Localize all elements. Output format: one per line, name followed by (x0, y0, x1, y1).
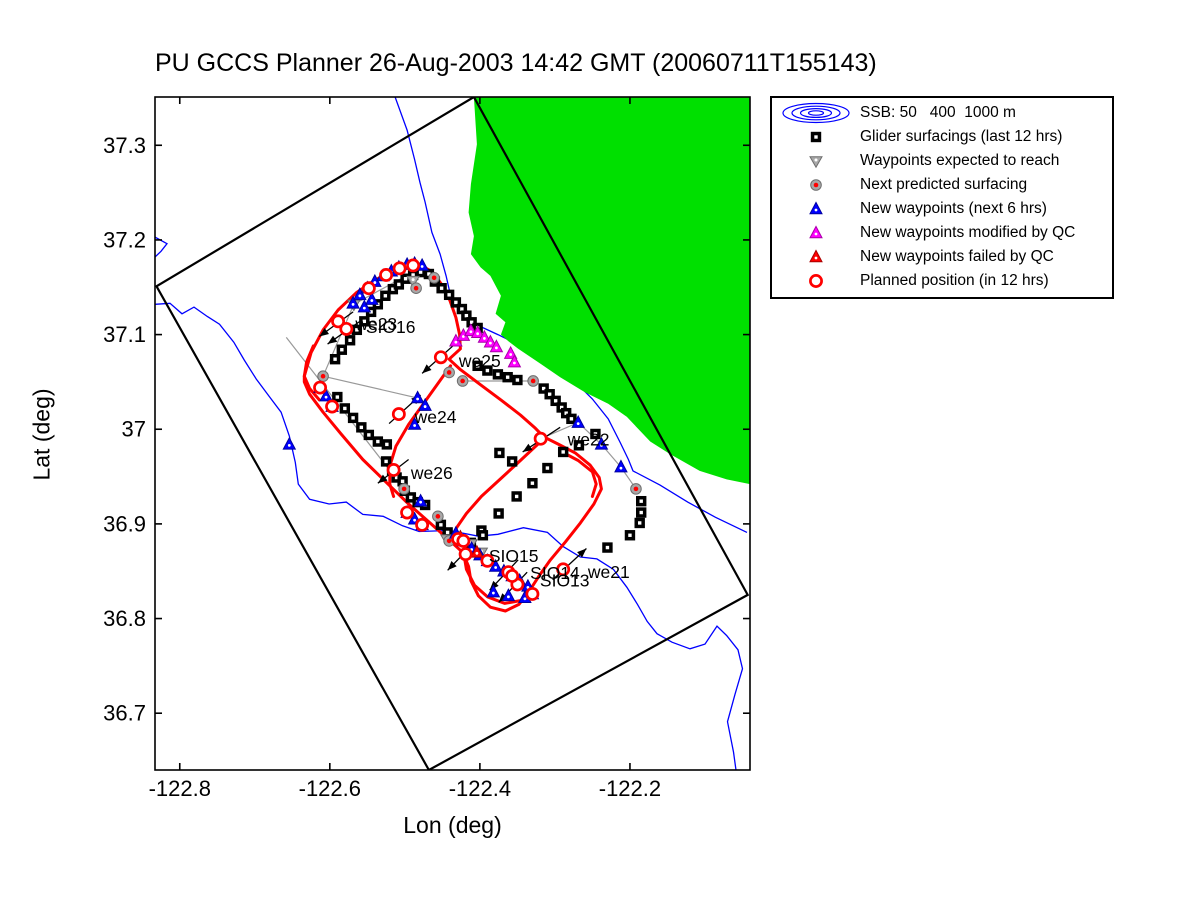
waypoint-label-SIO14: SIO14 (530, 563, 580, 583)
legend-item-expected-waypoints: Waypoints expected to reach (772, 149, 1112, 173)
legend-item-label: New waypoints modified by QC (860, 224, 1076, 241)
y-tick-label: 36.8 (103, 606, 146, 631)
y-tick-label: 36.7 (103, 701, 146, 726)
legend-item-failed-waypoints: New waypoints failed by QC (772, 245, 1112, 269)
plot-box (154, 96, 751, 771)
x-tick-label: -122.6 (299, 776, 361, 801)
axis-ticks (155, 97, 750, 770)
legend-item-label: Waypoints expected to reach (860, 152, 1060, 169)
legend-item-planned-position: Planned position (in 12 hrs) (772, 269, 1112, 293)
series-predicted (317, 271, 642, 547)
waypoint-label-we22: we22 (567, 430, 610, 450)
x-axis-label: Lon (deg) (403, 812, 502, 838)
legend-item-label: New waypoints failed by QC (860, 248, 1054, 265)
waypoint-label-SIO13: SIO13 (540, 571, 590, 591)
operations-box (155, 97, 750, 770)
expected-waypoint-marker-icon (772, 150, 860, 172)
y-tick-label: 37.3 (103, 133, 146, 158)
x-tick-label: -122.4 (449, 776, 511, 801)
legend-item-ssb: SSB: 50 400 1000 m (772, 101, 1112, 125)
land-polygon (468, 97, 750, 485)
y-tick-label: 37.2 (103, 227, 146, 252)
series-modified (449, 323, 522, 368)
failed-waypoint-marker-icon (772, 246, 860, 268)
legend-item-modified-waypoints: New waypoints modified by QC (772, 221, 1112, 245)
legend-item-label: Planned position (in 12 hrs) (860, 272, 1049, 289)
series-planned (313, 258, 571, 601)
waypoint-label-SIO16: SIO16 (366, 317, 416, 337)
legend-item-new-waypoints: New waypoints (next 6 hrs) (772, 197, 1112, 221)
x-tick-label: -122.8 (149, 776, 211, 801)
waypoint-label-we21: we21 (587, 562, 630, 582)
new-waypoint-marker-icon (772, 198, 860, 220)
predicted-surfacing-marker-icon (772, 174, 860, 196)
legend-item-label: Glider surfacings (last 12 hrs) (860, 128, 1063, 145)
planned-position-marker-icon (772, 270, 860, 292)
tick-labels: -122.8 -122.6 -122.4 -122.2 37.3 37.2 37.1 37 36… (103, 133, 661, 801)
y-tick-label: 37 (122, 417, 146, 442)
legend-item-next-surfacing: Next predicted surfacing (772, 173, 1112, 197)
legend: SSB: 50 400 1000 m Glider surfacings (la… (770, 96, 1114, 299)
x-tick-label: -122.2 (599, 776, 661, 801)
legend-item-label: New waypoints (next 6 hrs) (860, 200, 1047, 217)
legend-item-surfacings: Glider surfacings (last 12 hrs) (772, 125, 1112, 149)
modified-waypoint-marker-icon (772, 222, 860, 244)
waypoint-label-SIO15: SIO15 (489, 546, 539, 566)
y-tick-label: 36.9 (103, 511, 146, 536)
legend-item-label: Next predicted surfacing (860, 176, 1028, 193)
waypoint-label-we25: we25 (458, 351, 501, 371)
waypoint-label-we23: we23 (354, 314, 397, 334)
legend-item-label: SSB: 50 400 1000 m (860, 104, 1016, 121)
glider-surfacing-marker-icon (772, 126, 860, 148)
y-tick-label: 37.1 (103, 322, 146, 347)
waypoint-label-we24: we24 (414, 407, 457, 427)
ssb-contours-icon (772, 102, 860, 124)
series-surfacing (329, 266, 647, 553)
waypoint-label-we26: we26 (410, 463, 453, 483)
